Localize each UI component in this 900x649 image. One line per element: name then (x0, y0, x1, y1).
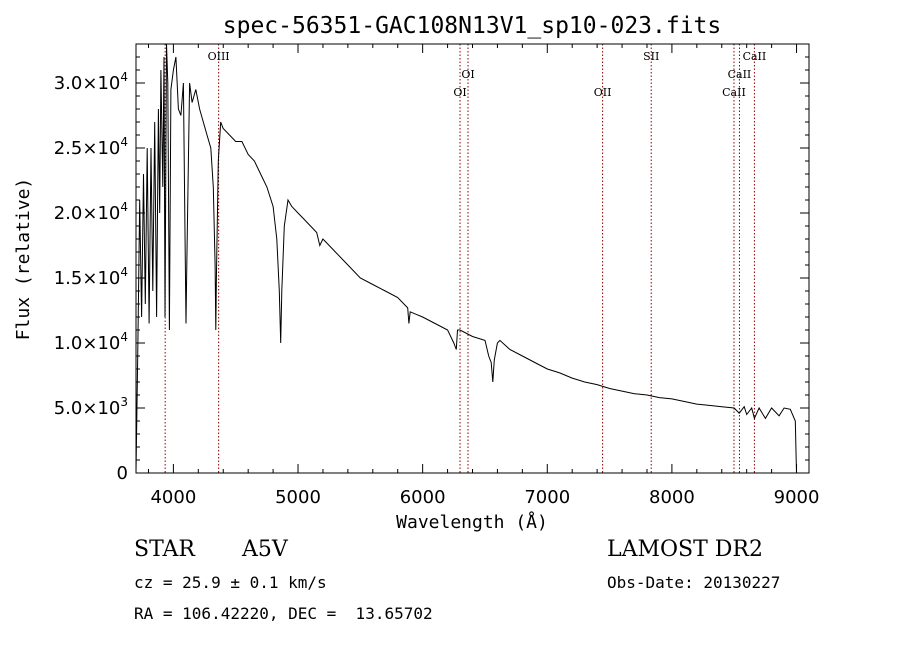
coordinates: RA = 106.42220, DEC = 13.65702 (134, 604, 433, 623)
spectrum-series-line (135, 43, 797, 474)
plot-frame (135, 43, 810, 474)
reference-line-label: OI (461, 68, 474, 81)
x-tick-label: 5000 (275, 487, 321, 508)
x-tick-label: 8000 (649, 487, 695, 508)
y-tick-label-exponent: 4 (120, 265, 128, 279)
reference-line-label: SII (643, 50, 659, 63)
y-tick-label-exponent: 4 (120, 200, 128, 214)
y-axis-label: Flux (relative) (13, 178, 34, 341)
x-tick-label: 9000 (774, 487, 820, 508)
y-axis: 05.0×1031.0×1041.5×1042.0×1042.5×1043.0×… (54, 43, 809, 484)
y-tick-label: 3.0×104 (54, 70, 128, 94)
x-tick-label: 6000 (400, 487, 446, 508)
y-tick-label: 1.5×104 (54, 265, 128, 289)
y-tick-label: 5.0×103 (54, 395, 128, 419)
reference-line-label: OIII (208, 50, 230, 63)
y-tick-label-mantissa: 1.5×10 (54, 268, 121, 289)
y-tick-label-exponent: 4 (120, 70, 128, 84)
y-tick-label-mantissa: 0 (117, 463, 128, 484)
reference-line-label: CaII (743, 50, 767, 63)
y-tick-label-exponent: 4 (120, 135, 128, 149)
x-axis: 4000 5000 6000 7000 8000 9000 (147, 44, 820, 508)
y-tick-label-mantissa: 5.0×10 (54, 398, 121, 419)
y-tick-label-exponent: 3 (120, 395, 128, 409)
y-tick-label: 2.5×104 (54, 135, 128, 159)
reference-line-label: CaII (722, 86, 746, 99)
object-class: STAR (134, 537, 195, 562)
y-tick-label-mantissa: 2.5×10 (54, 138, 121, 159)
y-tick-label: 1.0×104 (54, 330, 128, 354)
x-tick-label: 4000 (150, 487, 196, 508)
y-tick-label: 0 (117, 463, 128, 484)
y-tick-label-mantissa: 1.0×10 (54, 333, 121, 354)
x-tick-label: 7000 (524, 487, 570, 508)
y-tick-label-mantissa: 2.0×10 (54, 203, 121, 224)
survey-name: LAMOST DR2 (607, 537, 763, 562)
redshift-value: cz = 25.9 ± 0.1 km/s (134, 573, 327, 592)
reference-line-label: OI (453, 86, 466, 99)
chart-title: spec-56351-GAC108N13V1_sp10-023.fits (223, 13, 722, 39)
y-tick-label: 2.0×104 (54, 200, 128, 224)
object-subclass: A5V (242, 537, 288, 562)
reference-lines: OIII OI OI OII SII CaII CaII CaII (164, 44, 767, 473)
y-tick-label-exponent: 4 (120, 330, 128, 344)
reference-line-label: OII (594, 86, 612, 99)
x-axis-label: Wavelength (Å) (396, 511, 548, 533)
y-tick-label-mantissa: 3.0×10 (54, 73, 121, 94)
reference-line-label: CaII (728, 68, 752, 81)
observation-date: Obs-Date: 20130227 (607, 573, 781, 592)
